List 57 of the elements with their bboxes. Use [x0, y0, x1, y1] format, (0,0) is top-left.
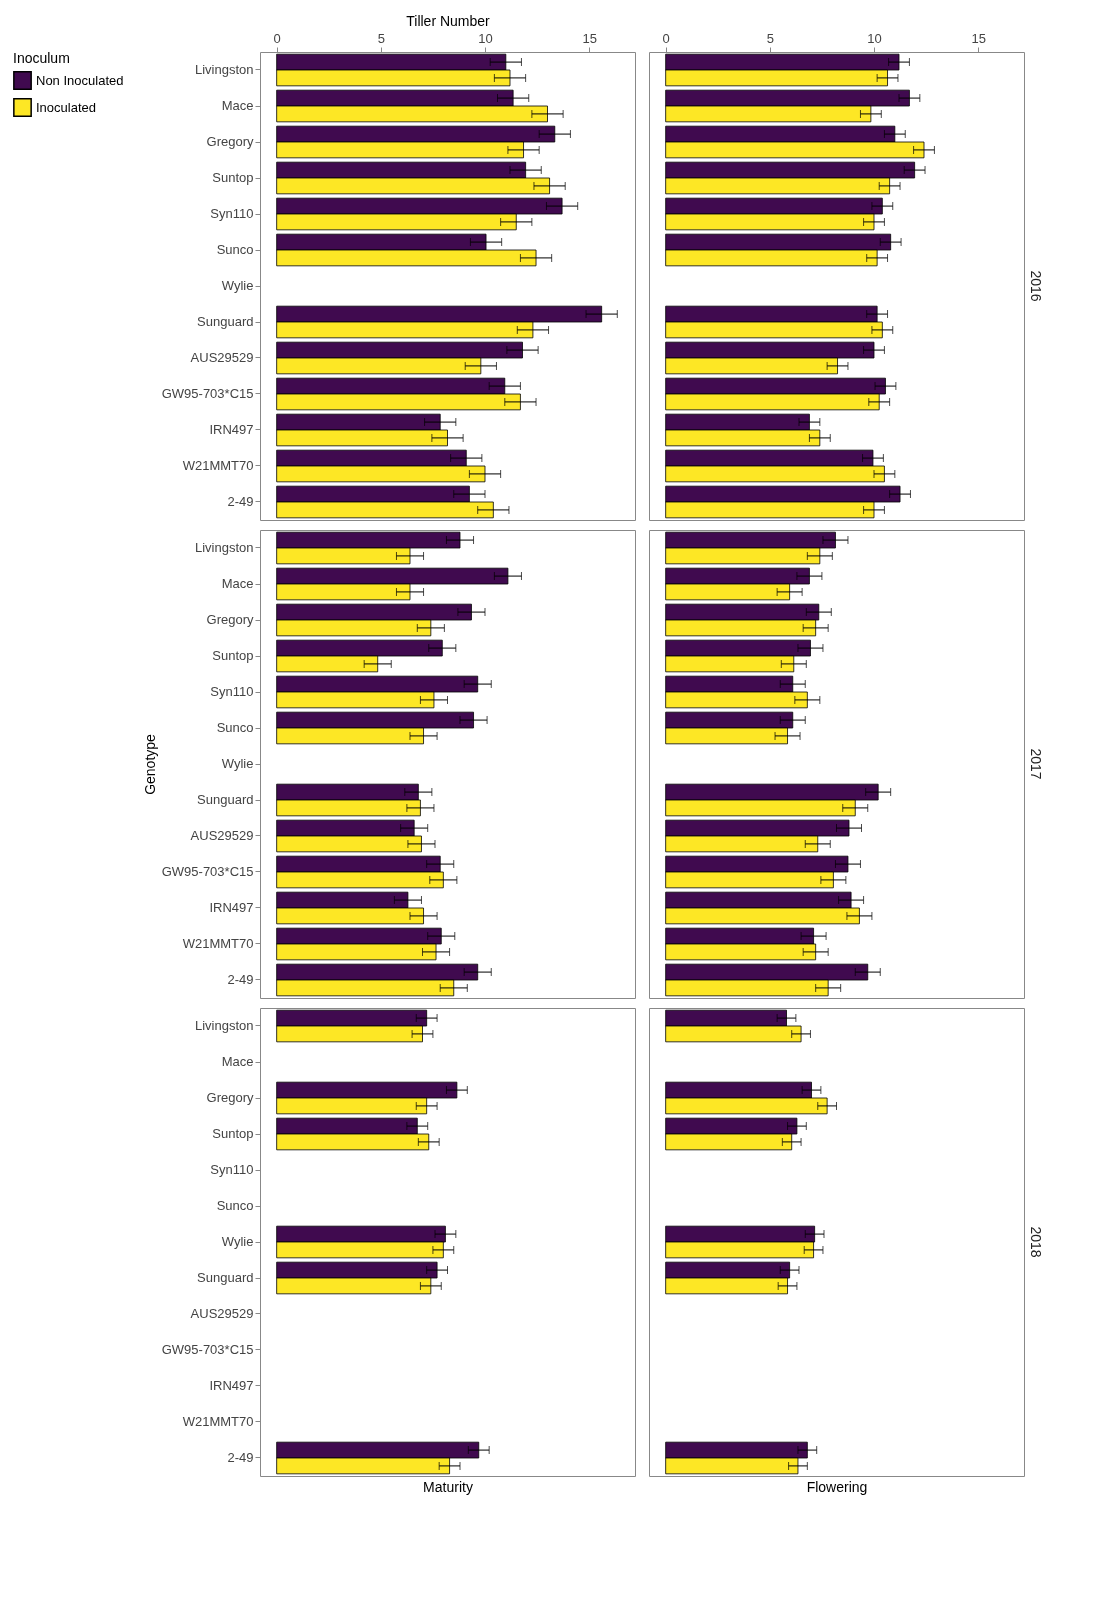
y-tick-label: Sunguard: [197, 792, 254, 807]
y-axis-title: Genotype: [141, 733, 158, 795]
y-tick-label: Sunco: [216, 242, 254, 257]
x-tick-label: 5: [766, 30, 774, 46]
y-tick-label: IRN497: [209, 900, 254, 915]
y-tick-label: Suntop: [212, 1126, 254, 1141]
y-tick-label: GW95-703*C15: [161, 864, 254, 879]
x-tick-label: 10: [867, 30, 882, 46]
x-tick-label: 5: [377, 30, 385, 46]
y-tick-label: Livingston: [194, 1018, 254, 1033]
x-axis-title: Maturity: [423, 1478, 473, 1495]
y-tick-label: IRN497: [209, 1378, 254, 1393]
y-tick-label: GW95-703*C15: [161, 1342, 254, 1357]
x-tick-label: 15: [971, 30, 986, 46]
x-tick-label: 15: [582, 30, 597, 46]
x-axis-title: Tiller Number: [406, 12, 491, 29]
y-tick-label: Suntop: [212, 648, 254, 663]
y-tick-label: Sunguard: [197, 1270, 254, 1285]
y-tick-label: Mace: [221, 98, 254, 113]
y-tick-label: Syn110: [210, 684, 254, 699]
x-tick-label: 0: [273, 30, 281, 46]
text: 2017: [1028, 748, 1044, 780]
legend-label: Inoculated: [36, 99, 96, 115]
y-tick-label: AUS29529: [190, 350, 254, 365]
legend-label: Non Inoculated: [36, 72, 124, 88]
text: 2016: [1028, 270, 1044, 302]
x-tick-label: 10: [478, 30, 493, 46]
text: 2018: [1028, 1226, 1044, 1258]
y-tick-label: IRN497: [209, 422, 254, 437]
y-tick-label: Syn110: [210, 1162, 254, 1177]
y-tick-label: AUS29529: [190, 828, 254, 843]
y-tick-label: Mace: [221, 1054, 254, 1069]
y-tick-label: Livingston: [194, 540, 254, 555]
y-tick-label: Gregory: [206, 134, 254, 149]
y-tick-label: 2-49: [227, 1450, 254, 1465]
y-tick-label: Syn110: [210, 206, 254, 221]
y-tick-label: Wylie: [221, 1234, 254, 1249]
y-tick-label: Wylie: [221, 278, 254, 293]
y-tick-label: 2-49: [227, 972, 254, 987]
y-tick-label: Sunco: [216, 1198, 254, 1213]
y-tick-label: Mace: [221, 576, 254, 591]
y-tick-label: AUS29529: [190, 1306, 254, 1321]
y-tick-label: 2-49: [227, 494, 254, 509]
y-tick-label: Gregory: [206, 1090, 254, 1105]
legend-title: Inoculum: [13, 50, 70, 66]
y-tick-label: Wylie: [221, 756, 254, 771]
y-tick-label: W21MMT70: [182, 458, 254, 473]
y-tick-label: GW95-703*C15: [161, 386, 254, 401]
y-tick-label: Livingston: [194, 62, 254, 77]
y-tick-label: W21MMT70: [182, 936, 254, 951]
x-tick-label: 0: [662, 30, 670, 46]
y-tick-label: Suntop: [212, 170, 254, 185]
y-tick-label: Sunco: [216, 720, 254, 735]
y-tick-label: Gregory: [206, 612, 254, 627]
y-tick-label: Sunguard: [197, 314, 254, 329]
y-tick-label: W21MMT70: [182, 1414, 254, 1429]
x-axis-title: Flowering: [806, 1478, 868, 1495]
